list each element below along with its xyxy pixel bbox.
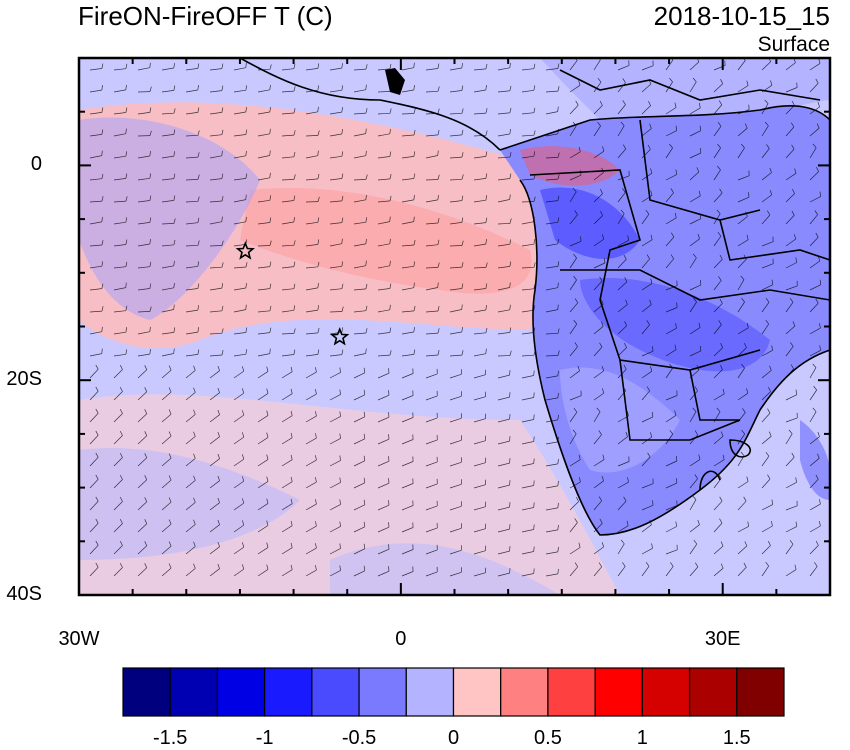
- colorbar-swatch: [547, 667, 596, 717]
- colorbar-label: 1.5: [722, 727, 751, 749]
- colorbar-label: -0.5: [341, 727, 377, 749]
- map-timestamp: 2018-10-15_15: [653, 1, 830, 31]
- colorbar-swatch: [688, 667, 738, 717]
- colorbar-swatch: [405, 667, 455, 717]
- map-level-label: Surface: [757, 33, 830, 56]
- colorbar: [122, 667, 785, 717]
- map-title: FireON-FireOFF T (C): [78, 1, 333, 31]
- colorbar-swatch: [736, 667, 785, 717]
- colorbar-swatch: [122, 667, 171, 717]
- colorbar-label: 0: [447, 727, 460, 749]
- wind-barbs: [89, 58, 822, 577]
- lon-tick-label: 30E: [704, 628, 741, 650]
- colorbar-label: 0.5: [534, 727, 562, 749]
- colorbar-swatch: [452, 667, 502, 717]
- lon-tick-label: 30W: [58, 628, 100, 650]
- colorbar-swatch: [641, 667, 691, 717]
- star-marker-2: [330, 327, 350, 346]
- colorbar-swatch: [500, 667, 549, 717]
- west-africa-land: [240, 58, 830, 120]
- mixed-southern-ocean: [79, 394, 620, 595]
- colorbar-swatch: [594, 667, 643, 717]
- colorbar-label: -1.5: [152, 727, 188, 749]
- star-marker-1: [235, 241, 255, 260]
- lat-tick-label: 0: [30, 153, 42, 176]
- colorbar-label: 1: [636, 727, 648, 749]
- colorbar-swatch: [169, 667, 219, 717]
- colorbar-swatch: [358, 667, 407, 717]
- colorbar-label: -1: [255, 727, 274, 749]
- colorbar-swatch: [311, 667, 360, 717]
- lon-tick-label: 0: [395, 628, 407, 650]
- colorbar-swatch: [216, 667, 266, 717]
- lat-tick-label: 20S: [6, 368, 42, 391]
- lat-tick-label: 40S: [6, 583, 42, 605]
- colorbar-swatch: [264, 667, 313, 717]
